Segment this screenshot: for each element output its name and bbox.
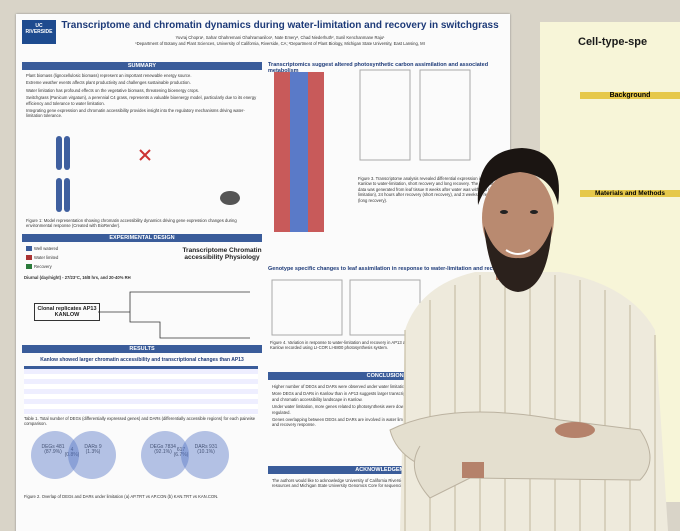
heatmap <box>290 72 308 232</box>
venn-label: DEGs 481 (87.9%) <box>41 444 65 456</box>
conclusions-text: Higher number of DEGs and DARs were obse… <box>272 384 422 430</box>
legend-entry: Well watered <box>34 246 59 251</box>
venn-label: DARs 9 (1.3%) <box>84 444 102 456</box>
conditions: Diurnal (day/night) - 27/23°C, 16/8 hrs,… <box>24 275 131 280</box>
bullet: Integrating gene expression and chromati… <box>26 108 245 119</box>
logo: UC RIVERSIDE <box>22 20 56 44</box>
legend-swatch <box>26 264 32 269</box>
figure-1 <box>56 136 240 212</box>
assays: Transcriptome Chromatin accessibility Ph… <box>182 247 262 261</box>
bullet: Water limitation has profound effects on… <box>26 87 199 93</box>
legend-swatch <box>26 246 32 251</box>
legend-entry: Water limited <box>34 255 59 260</box>
person <box>389 148 668 531</box>
bullet: More DEGs and DARs in Kanlow than in AP1… <box>272 391 416 402</box>
summary-text: Plant biomass (lignocellulosic biomass) … <box>26 73 258 121</box>
bullet: Extreme weather events affects plant pro… <box>26 80 191 86</box>
poster-title: Transcriptome and chromatin dynamics dur… <box>61 20 499 31</box>
second-poster-title: Cell-type-spe <box>578 36 648 48</box>
legend-entry: Recovery <box>34 264 52 269</box>
section-header: SUMMARY <box>22 62 262 70</box>
legend-swatch <box>26 255 32 260</box>
authors: Yuvraj Chopra¹, Sahar Ghahremani Ghahram… <box>175 35 385 40</box>
bullet: Under water limitation, more genes relat… <box>272 404 408 415</box>
section-header: Background <box>580 92 680 99</box>
figure-caption: Figure 2. Overlap of DEGs and DARs under… <box>24 494 219 499</box>
table <box>24 366 258 415</box>
dot-plot <box>359 69 411 161</box>
bullet: Plant biomass (lignocellulosic biomass) … <box>26 73 192 78</box>
venn-label: DARs 931 (10.1%) <box>194 444 218 456</box>
section-title: Transcriptomics suggest altered photosyn… <box>268 62 489 74</box>
section-header: ACKNOWLEDGEMENTS <box>268 466 506 474</box>
section-title: Genotype specific changes to leaf assimi… <box>268 266 508 272</box>
figure-caption: Figure 4. Variation in response to water… <box>270 340 410 351</box>
figure-caption: Figure 1: Model representation showing c… <box>26 218 237 229</box>
figure-text: Figure 3. Transcriptome analysis reveale… <box>358 176 502 203</box>
affiliations: ¹Department of Botany and Plant Sciences… <box>135 41 425 46</box>
bullet: Genes overlapping between DEGs and DARs … <box>272 417 414 428</box>
bullet: Switchgrass (Panicum virgatum), a perenn… <box>26 95 257 106</box>
table-caption: Table 1. Total number of DEGs (different… <box>24 416 256 427</box>
section-header: Materials and Methods <box>580 190 680 197</box>
section-header: EXPERIMENTAL DESIGN <box>22 234 262 242</box>
box-plot <box>271 279 343 336</box>
results-subheading: Kanlow showed larger chromatin accessibi… <box>40 357 244 363</box>
venn-label: 4 (0.8%) <box>64 447 80 459</box>
dot-plot <box>419 69 471 161</box>
venn <box>31 431 229 479</box>
section-header: CONCLUSIONS <box>268 372 506 380</box>
venn-label: DEGs 7834 (92.1%) <box>150 444 176 456</box>
venn-label: 617 (6.7%) <box>173 447 189 459</box>
timeline <box>98 291 250 339</box>
bullet: Higher number of DEGs and DARs were obse… <box>272 384 408 389</box>
acknowledgements-text: The authors would like to acknowledge Un… <box>272 478 412 489</box>
section-header: RESULTS <box>22 345 262 353</box>
